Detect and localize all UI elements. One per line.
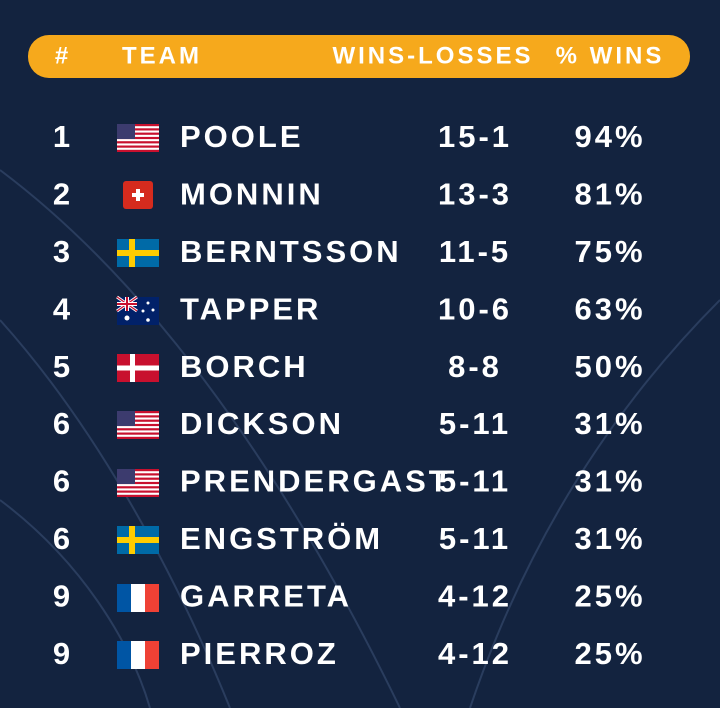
flag xyxy=(117,354,159,382)
flag xyxy=(117,124,159,152)
win-pct: 50% xyxy=(574,349,645,384)
rank: 9 xyxy=(53,636,73,671)
flag xyxy=(117,469,159,497)
team-name: PRENDERGAST xyxy=(180,464,451,499)
record: 10-6 xyxy=(438,291,512,326)
rank: 9 xyxy=(53,578,73,613)
record: 4-12 xyxy=(438,636,512,671)
win-pct: 31% xyxy=(574,464,645,499)
team-name: MONNIN xyxy=(180,177,324,212)
team-name: PIERROZ xyxy=(180,636,339,671)
team-name: BERNTSSON xyxy=(180,234,402,269)
header-record: WINS-LOSSES xyxy=(332,42,533,69)
team-name: TAPPER xyxy=(180,291,321,326)
flag xyxy=(117,526,159,554)
team-name: BORCH xyxy=(180,349,309,384)
win-pct: 81% xyxy=(574,177,645,212)
record: 5-11 xyxy=(439,464,511,499)
win-pct: 94% xyxy=(574,119,645,154)
record: 4-12 xyxy=(438,578,512,613)
rank: 6 xyxy=(53,464,73,499)
team-name: GARRETA xyxy=(180,578,352,613)
rank: 3 xyxy=(53,234,73,269)
flag xyxy=(123,181,153,209)
win-pct: 75% xyxy=(574,234,645,269)
header-rank: # xyxy=(55,42,71,69)
flag xyxy=(115,295,161,327)
win-pct: 31% xyxy=(574,406,645,441)
team-name: ENGSTRÖM xyxy=(180,521,383,556)
rank: 5 xyxy=(53,349,73,384)
team-name: DICKSON xyxy=(180,406,344,441)
record: 5-11 xyxy=(439,406,511,441)
record: 11-5 xyxy=(439,234,511,269)
record: 15-1 xyxy=(438,119,512,154)
header-team: TEAM xyxy=(122,42,202,69)
rank: 4 xyxy=(53,291,73,326)
record: 8-8 xyxy=(448,349,502,384)
flag xyxy=(117,641,159,669)
win-pct: 25% xyxy=(574,636,645,671)
win-pct: 63% xyxy=(574,291,645,326)
header-pct: % WINS xyxy=(556,42,665,69)
header-bar xyxy=(28,35,690,78)
rank: 2 xyxy=(53,177,73,212)
flag xyxy=(117,584,159,612)
win-pct: 25% xyxy=(574,578,645,613)
rank: 1 xyxy=(53,119,73,154)
team-name: POOLE xyxy=(180,119,304,154)
rank: 6 xyxy=(53,406,73,441)
record: 13-3 xyxy=(438,177,512,212)
win-pct: 31% xyxy=(574,521,645,556)
rank: 6 xyxy=(53,521,73,556)
flag xyxy=(117,239,159,267)
flag xyxy=(117,411,159,439)
record: 5-11 xyxy=(439,521,511,556)
